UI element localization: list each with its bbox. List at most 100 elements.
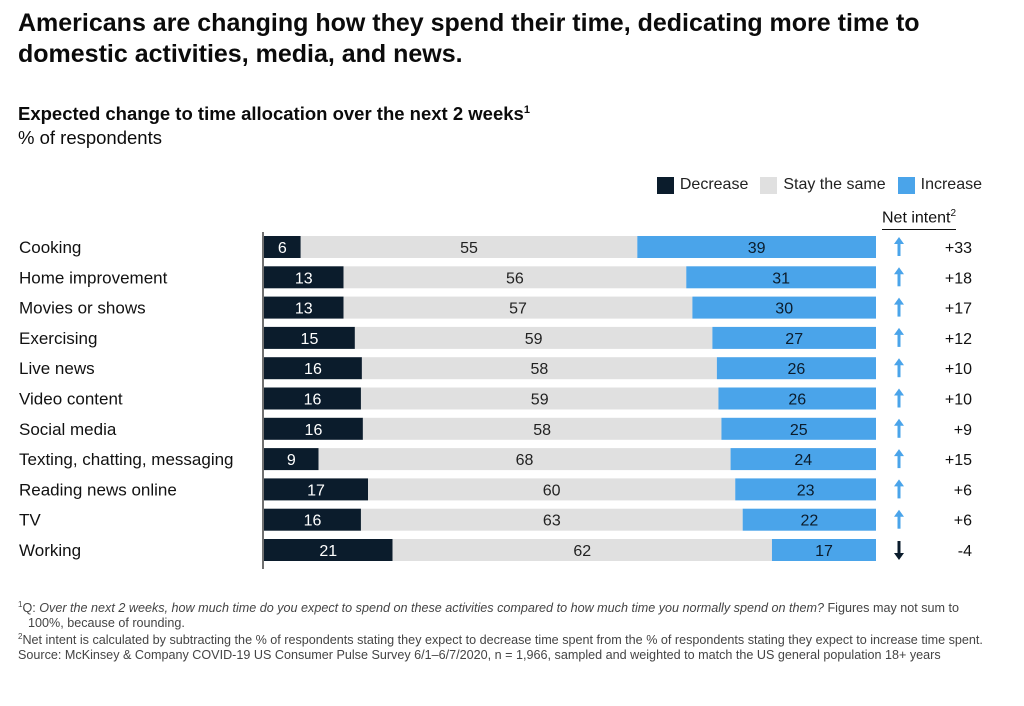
category-label: Reading news online <box>19 480 177 499</box>
category-label: Working <box>19 541 81 560</box>
legend-label-increase: Increase <box>920 176 982 193</box>
net-intent-value: +9 <box>954 422 972 439</box>
bar-segment-increase <box>721 417 876 440</box>
bar-segment-decrease <box>264 266 344 289</box>
bar-segment-increase <box>742 508 876 531</box>
net-intent-value: +6 <box>954 513 972 530</box>
bar-segment-decrease <box>264 236 301 258</box>
footnote-1-prefix: Q: <box>22 601 40 616</box>
footnote-1-question: Over the next 2 weeks, how much time do … <box>39 601 824 616</box>
category-label: Exercising <box>19 329 97 348</box>
bar-segment-increase <box>712 326 876 349</box>
data-label-decrease: 16 <box>305 422 323 439</box>
unit-label: % of respondents <box>18 127 162 148</box>
category-label: Cooking <box>19 238 81 257</box>
data-label-decrease: 16 <box>304 392 322 409</box>
category-label: Video content <box>19 390 123 409</box>
data-label-increase: 22 <box>800 513 818 530</box>
data-label-increase: 24 <box>794 452 812 469</box>
bar-segment-decrease <box>264 539 393 561</box>
data-label-increase: 39 <box>748 240 766 257</box>
net-intent-value: -4 <box>958 543 972 560</box>
net-intent-value: +10 <box>945 392 972 409</box>
net-intent-value: +6 <box>954 482 972 499</box>
bar-segment-same <box>368 478 736 501</box>
bar-segment-same <box>318 448 731 471</box>
category-label: Social media <box>19 420 117 439</box>
data-label-decrease: 13 <box>295 301 313 318</box>
net-intent-value: +10 <box>945 361 972 378</box>
bar-segment-decrease <box>264 478 369 501</box>
bar-segment-increase <box>637 236 876 258</box>
legend-swatch-decrease <box>656 176 674 194</box>
data-label-decrease: 16 <box>304 513 322 530</box>
bar-segment-same <box>362 417 722 440</box>
bar-segment-decrease <box>264 326 355 349</box>
footnotes: 1Q: Over the next 2 weeks, how much time… <box>18 598 998 663</box>
category-label: TV <box>19 511 41 530</box>
net-intent-value: +33 <box>945 240 972 257</box>
arrow-up-icon <box>894 267 904 287</box>
bar-segment-same <box>361 357 717 380</box>
net-intent-value: +18 <box>945 270 972 287</box>
footnote-1: 1Q: Over the next 2 weeks, how much time… <box>18 598 998 630</box>
data-label-decrease: 17 <box>307 482 325 499</box>
arrow-up-icon <box>894 509 904 529</box>
data-label-increase: 25 <box>790 422 808 439</box>
data-label-same: 68 <box>516 452 534 469</box>
bar-segment-increase <box>735 478 876 501</box>
bar-segment-increase <box>730 448 876 471</box>
data-label-increase: 23 <box>797 482 815 499</box>
data-label-same: 58 <box>531 361 549 378</box>
arrow-up-icon <box>894 327 904 347</box>
footnote-2-text: Net intent is calculated by subtracting … <box>22 633 983 648</box>
data-label-same: 55 <box>460 240 478 257</box>
legend-item-increase: Increase <box>897 176 982 194</box>
bar-segment-decrease <box>264 508 361 531</box>
legend-swatch-increase <box>897 176 915 194</box>
bar-segment-decrease <box>264 417 363 440</box>
data-label-decrease: 21 <box>319 543 337 560</box>
bar-segment-increase <box>771 539 876 561</box>
data-label-increase: 30 <box>775 301 793 318</box>
data-label-decrease: 16 <box>304 361 322 378</box>
bar-segment-increase <box>718 387 876 410</box>
arrow-down-icon <box>894 541 904 560</box>
chart-subtitle: Expected change to time allocation over … <box>18 103 530 125</box>
bar-segment-same <box>343 296 693 319</box>
data-label-same: 60 <box>543 482 561 499</box>
net-intent-label: Net intent <box>882 209 951 227</box>
legend-swatch-same <box>760 176 778 194</box>
footnote-1-rest: Figures may not sum to 100%, because of … <box>28 601 960 630</box>
footnote-2: 2Net intent is calculated by subtracting… <box>18 630 998 648</box>
bar-segment-same <box>360 387 719 410</box>
arrow-up-icon <box>894 418 904 438</box>
bar-segment-same <box>300 236 638 258</box>
net-intent-footnote-marker: 2 <box>950 208 957 219</box>
bar-segment-increase <box>686 266 876 289</box>
category-label: Live news <box>19 359 95 378</box>
data-label-increase: 27 <box>785 331 803 348</box>
bar-segment-increase <box>692 296 876 319</box>
net-intent-header: Net intent2 <box>882 208 957 231</box>
data-label-increase: 26 <box>788 361 806 378</box>
arrow-up-icon <box>894 449 904 469</box>
bar-segment-same <box>354 326 713 349</box>
data-label-same: 57 <box>509 301 527 318</box>
legend: Decrease Stay the same Increase <box>645 176 982 194</box>
data-label-same: 58 <box>533 422 551 439</box>
subtitle-text: Expected change to time allocation over … <box>18 103 524 124</box>
data-label-decrease: 9 <box>287 452 296 469</box>
legend-item-same: Stay the same <box>760 176 886 194</box>
legend-label-decrease: Decrease <box>679 176 749 193</box>
net-intent-value: +12 <box>945 331 972 348</box>
chart-headline: Americans are changing how they spend th… <box>18 9 920 68</box>
bar-segment-decrease <box>264 296 344 319</box>
bar-segment-increase <box>716 357 876 380</box>
bar-segment-same <box>360 508 743 531</box>
legend-label-same: Stay the same <box>783 176 886 193</box>
bar-segment-same <box>392 539 772 561</box>
arrow-up-icon <box>894 388 904 408</box>
arrow-up-icon <box>894 237 904 256</box>
